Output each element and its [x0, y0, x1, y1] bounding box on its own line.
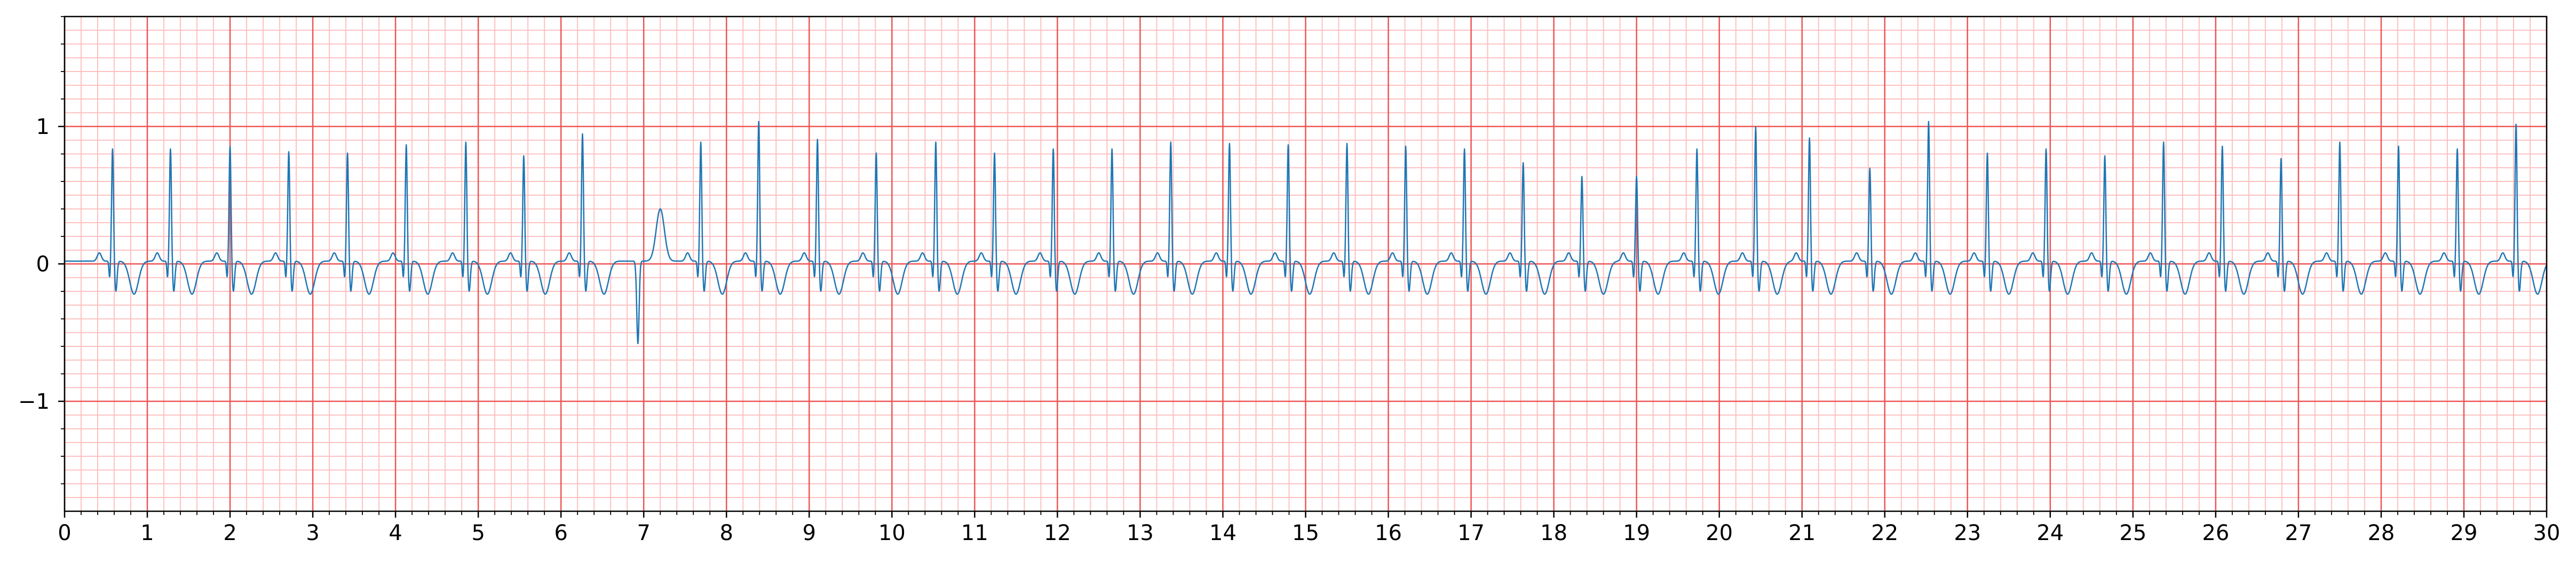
x-tick-label: 22 [1871, 521, 1898, 545]
r-peak-point [288, 150, 290, 152]
r-peak-point [2045, 147, 2047, 149]
x-tick-label: 6 [554, 521, 567, 545]
r-peak-point [2515, 123, 2517, 125]
y-axis-ticks: −1 0 1 [18, 16, 65, 485]
r-peak-point [1755, 125, 1757, 128]
plot-area [64, 120, 2548, 347]
x-axis-ticks: 0 1 2 3 4 5 6 7 8 9 10 11 12 13 14 15 16 17 18 19 20 21 22 23 24… [58, 511, 2560, 545]
x-tick-label: 27 [2285, 521, 2312, 545]
r-peak-point [1287, 143, 1289, 145]
x-tick-label: 16 [1375, 521, 1402, 545]
y-tick-label: 0 [36, 252, 50, 277]
r-peak-point [1346, 142, 1348, 144]
x-tick-label: 18 [1540, 521, 1567, 545]
r-peak-point [637, 345, 639, 347]
x-tick-label: 28 [2367, 521, 2395, 545]
r-peak-point [1405, 145, 1407, 147]
x-tick-label: 30 [2533, 521, 2561, 545]
r-peak-point [1581, 175, 1583, 177]
r-peak-point [1696, 147, 1698, 149]
r-peak-point [2162, 140, 2165, 142]
x-tick-label: 12 [1044, 521, 1071, 545]
r-peak-point [817, 138, 819, 140]
r-peak-point [1170, 140, 1172, 142]
x-tick-label: 8 [720, 521, 733, 545]
x-tick-label: 9 [803, 521, 816, 545]
r-peak-point [169, 147, 171, 149]
r-peak-point [405, 143, 407, 145]
r-peak-point [582, 132, 584, 134]
r-peak-point [2456, 147, 2459, 149]
r-peak-point [1052, 147, 1055, 149]
ecg-waveform-line [64, 121, 2548, 345]
r-peak-point [700, 140, 702, 142]
r-peak-point [465, 140, 467, 142]
r-peak-point [994, 152, 996, 154]
x-tick-label: 0 [58, 521, 71, 545]
x-tick-label: 10 [878, 521, 906, 545]
x-tick-label: 25 [2119, 521, 2146, 545]
x-tick-label: 13 [1127, 521, 1154, 545]
x-tick-label: 2 [223, 521, 236, 545]
x-tick-label: 20 [1706, 521, 1733, 545]
r-peak-point [758, 120, 760, 122]
r-peak-point [1111, 147, 1113, 149]
r-peak-point [2397, 145, 2399, 147]
x-tick-label: 23 [1954, 521, 1981, 545]
r-peak-point [2104, 154, 2106, 156]
x-tick-label: 15 [1292, 521, 1319, 545]
r-peak-point [1228, 142, 1231, 144]
x-tick-label: 4 [389, 521, 402, 545]
r-peak-point [522, 154, 525, 156]
major-grid [64, 17, 2548, 511]
x-tick-label: 17 [1457, 521, 1485, 545]
x-tick-label: 19 [1623, 521, 1650, 545]
r-peak-point [2280, 157, 2282, 159]
r-peak-point [1869, 166, 1871, 169]
r-peak-point [875, 152, 877, 154]
y-tick-label: −1 [18, 390, 50, 414]
r-peak-point [1809, 137, 1811, 139]
x-tick-label: 29 [2451, 521, 2478, 545]
x-tick-label: 21 [1788, 521, 1816, 545]
r-peak-point [1636, 175, 1638, 177]
r-peak-point [346, 152, 348, 154]
x-tick-label: 1 [140, 521, 154, 545]
r-peak-point [1928, 120, 1930, 122]
x-tick-label: 14 [1209, 521, 1237, 545]
x-tick-label: 3 [306, 521, 319, 545]
r-peak-point [2221, 145, 2223, 147]
x-tick-label: 11 [961, 521, 988, 545]
y-tick-label: 1 [36, 115, 50, 139]
r-peak-point [1463, 147, 1465, 149]
x-tick-label: 5 [471, 521, 485, 545]
r-peak-point [1986, 152, 1988, 154]
x-tick-label: 26 [2202, 521, 2229, 545]
r-peak-point [935, 140, 937, 142]
x-tick-label: 24 [2036, 521, 2064, 545]
r-peak-point [229, 145, 231, 147]
r-peak-point [2339, 140, 2341, 142]
r-peak-point [1522, 161, 1524, 163]
x-tick-label: 7 [637, 521, 651, 545]
r-peak-point [112, 147, 114, 149]
